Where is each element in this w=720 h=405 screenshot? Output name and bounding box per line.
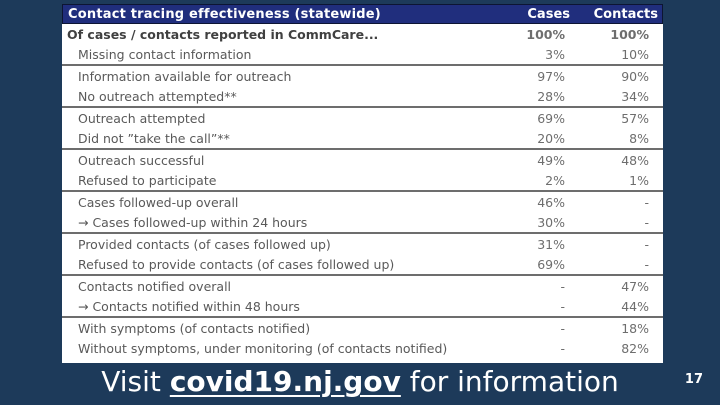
table-group-5: Cases followed-up overall 46% - → Cases fol… [62, 190, 663, 232]
table-row: Provided contacts (of cases followed up)… [62, 234, 663, 254]
page-number: 17 [684, 372, 703, 387]
table-row: Cases followed-up overall 46% - [62, 192, 663, 212]
row-label: Cases followed-up overall [78, 194, 239, 210]
contacts-value: 48% [621, 152, 649, 168]
row-label: Contacts notified overall [78, 278, 232, 294]
contacts-value: 90% [621, 68, 649, 84]
contacts-value: 44% [621, 298, 649, 314]
table-row: Of cases / contacts reported in CommCare… [62, 24, 663, 44]
table-group-8: With symptoms (of contacts notified) - 18%… [62, 316, 663, 358]
table-row: Missing contact information 3% 10% [62, 44, 663, 64]
row-label: With symptoms (of contacts notified) [78, 320, 311, 336]
cases-value: 49% [537, 152, 565, 168]
contacts-value: - [644, 194, 649, 210]
contacts-value: 47% [621, 278, 649, 294]
row-label: → Contacts notified within 48 hours [78, 298, 300, 314]
table-row: Contacts notified overall - 47% [62, 276, 663, 296]
row-label: No outreach attempted** [78, 88, 237, 104]
row-label: Outreach attempted [78, 110, 206, 126]
row-label: Information available for outreach [78, 68, 292, 84]
contacts-value: 100% [610, 26, 649, 42]
cases-value: 69% [537, 256, 565, 272]
contacts-value: 1% [629, 172, 649, 188]
contacts-value: 82% [621, 340, 649, 356]
table-row: Outreach successful 49% 48% [62, 150, 663, 170]
cases-value: 31% [537, 236, 565, 252]
contacts-value: 8% [629, 130, 649, 146]
cases-value: 3% [545, 46, 565, 62]
cases-value: 100% [526, 26, 565, 42]
contact-tracing-table: Contact tracing effectiveness (statewide… [62, 4, 663, 363]
row-label: Missing contact information [78, 46, 252, 62]
contacts-value: 18% [621, 320, 649, 336]
contacts-value: - [644, 256, 649, 272]
cases-value: - [560, 340, 565, 356]
row-label: Refused to provide contacts (of cases fo… [78, 256, 395, 272]
footer-suffix: for information [400, 365, 619, 398]
footer-prefix: Visit [101, 365, 170, 398]
cases-value: 30% [537, 214, 565, 230]
row-label: Did not ”take the call”** [78, 130, 230, 146]
table-row: → Cases followed-up within 24 hours 30% - [62, 212, 663, 232]
row-label: Outreach successful [78, 152, 205, 168]
table-header-row: Contact tracing effectiveness (statewide… [62, 4, 663, 24]
table-row: Did not ”take the call”** 20% 8% [62, 128, 663, 148]
cases-value: - [560, 278, 565, 294]
contacts-value: - [644, 214, 649, 230]
table-row: Refused to participate 2% 1% [62, 170, 663, 190]
cases-value: 46% [537, 194, 565, 210]
cases-value: - [560, 320, 565, 336]
table-title: Contact tracing effectiveness (statewide… [68, 6, 381, 22]
table-group-4: Outreach successful 49% 48% Refused to part… [62, 148, 663, 190]
table-row: Without symptoms, under monitoring (of c… [62, 338, 663, 358]
row-label: Of cases / contacts reported in CommCare… [67, 26, 379, 42]
cases-value: 2% [545, 172, 565, 188]
contacts-value: 10% [621, 46, 649, 62]
contacts-value: 57% [621, 110, 649, 126]
table-row: Information available for outreach 97% 90% [62, 66, 663, 86]
row-label: → Cases followed-up within 24 hours [78, 214, 308, 230]
row-label: Provided contacts (of cases followed up) [78, 236, 331, 252]
cases-value: 69% [537, 110, 565, 126]
footer-link[interactable]: covid19.nj.gov [169, 365, 401, 398]
table-body: Of cases / contacts reported in CommCare… [62, 24, 663, 361]
table-row: → Contacts notified within 48 hours - 44% [62, 296, 663, 316]
cases-value: 97% [537, 68, 565, 84]
table-group-2: Information available for outreach 97% 90%… [62, 64, 663, 106]
table-group-1: Of cases / contacts reported in CommCare… [62, 24, 663, 64]
table-row: Refused to provide contacts (of cases fo… [62, 254, 663, 274]
row-label: Without symptoms, under monitoring (of c… [78, 340, 448, 356]
cases-value: - [560, 298, 565, 314]
contacts-value: - [644, 236, 649, 252]
table-group-6: Provided contacts (of cases followed up)… [62, 232, 663, 274]
table-group-3: Outreach attempted 69% 57% Did not ”take th… [62, 106, 663, 148]
column-header-contacts: Contacts [593, 6, 658, 22]
cases-value: 28% [537, 88, 565, 104]
table-row: Outreach attempted 69% 57% [62, 108, 663, 128]
cases-value: 20% [537, 130, 565, 146]
table-row: No outreach attempted** 28% 34% [62, 86, 663, 106]
footer-banner: Visit covid19.nj.gov for information [0, 365, 720, 399]
column-header-cases: Cases [527, 6, 570, 22]
table-row: With symptoms (of contacts notified) - 18% [62, 318, 663, 338]
row-label: Refused to participate [78, 172, 217, 188]
contacts-value: 34% [621, 88, 649, 104]
table-group-7: Contacts notified overall - 47% → Contacts … [62, 274, 663, 316]
